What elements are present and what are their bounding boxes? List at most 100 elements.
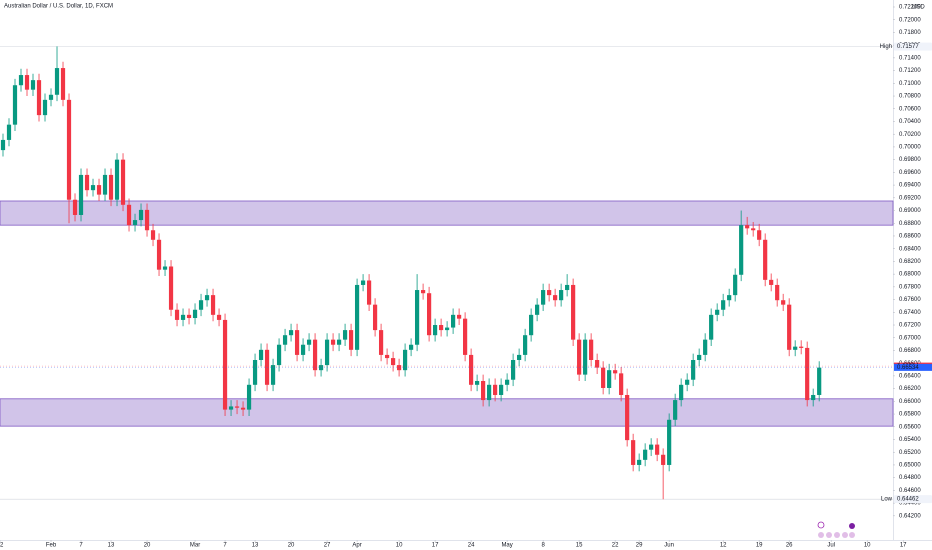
candle-body [583, 339, 588, 375]
x-tick-label: 26 [786, 543, 793, 549]
y-tick-label: 0.70800 [899, 94, 921, 100]
bottom-icons [817, 521, 855, 538]
x-tick-label: 13 [252, 543, 259, 549]
y-tick-label: 0.70200 [899, 132, 921, 138]
y-tick-label: 0.71400 [899, 55, 921, 61]
candle-body [775, 284, 780, 301]
event-icon[interactable] [849, 532, 855, 538]
candle-body [517, 354, 522, 360]
event-icon[interactable] [817, 521, 825, 529]
candle-body [180, 314, 186, 320]
candle-body [12, 85, 18, 125]
x-tick-label: 15 [576, 543, 583, 549]
candle-body [222, 319, 228, 410]
candle-body [523, 335, 528, 355]
x-tick-label: 10 [396, 543, 403, 549]
candle-body [769, 279, 774, 285]
candle-body [414, 290, 420, 345]
event-icon[interactable] [818, 532, 824, 538]
candle-body [619, 373, 624, 395]
x-tick-label: May [501, 543, 512, 549]
event-icon[interactable] [834, 532, 840, 538]
candle-body [30, 80, 36, 90]
candle-body [192, 309, 198, 319]
y-tick-label: 0.66200 [899, 386, 921, 392]
candle-body [432, 325, 438, 336]
candle-body [426, 293, 432, 336]
candle-body [763, 239, 768, 280]
candle-body [306, 339, 312, 345]
candle-body [505, 379, 510, 385]
x-tick-label: 29 [636, 543, 643, 549]
candle-body [589, 339, 594, 360]
candle-body [144, 209, 150, 231]
candle-body [739, 225, 744, 275]
candle-body [757, 230, 762, 240]
x-tick-label: 8 [541, 543, 545, 549]
high-text: High [880, 44, 892, 50]
candle-body [270, 365, 276, 385]
candle-body [673, 400, 678, 420]
event-icon[interactable] [842, 532, 848, 538]
candle-body [577, 339, 582, 375]
candle-body [565, 284, 570, 291]
candle-body [481, 380, 486, 401]
candle-body [6, 124, 12, 140]
candle-body [18, 75, 24, 86]
candle-body [438, 325, 444, 331]
y-tick-label: 0.64600 [899, 488, 921, 494]
candle-body [300, 344, 306, 355]
y-tick-label: 0.64200 [899, 513, 921, 519]
candle-body [529, 314, 534, 336]
x-tick-label: Feb [46, 543, 57, 549]
y-tick-label: 0.67200 [899, 323, 921, 329]
candle-body [799, 346, 804, 348]
candle-body [817, 367, 822, 395]
candle-body [613, 370, 618, 374]
candle-body [318, 365, 324, 371]
candle-body [553, 295, 558, 301]
candle-body [312, 339, 318, 371]
y-tick-label: 0.67000 [899, 335, 921, 341]
candle-body [234, 406, 240, 408]
candle-body [204, 295, 210, 301]
candle-body [451, 314, 456, 328]
candle-body [697, 354, 702, 360]
candle-body [186, 314, 192, 319]
candle-body [499, 384, 504, 395]
candle-body [601, 367, 606, 388]
price-tag [894, 363, 932, 371]
candle-body [703, 339, 708, 355]
candle-body [679, 384, 684, 401]
plot-area [0, 46, 894, 500]
x-tick-label: 19 [756, 543, 763, 549]
candle-body [475, 380, 480, 385]
y-tick-label: 0.65200 [899, 450, 921, 456]
event-icon[interactable] [826, 532, 832, 538]
candle-body [360, 280, 366, 285]
candle-body [631, 440, 636, 465]
candle-body [595, 360, 600, 368]
candle-body [547, 290, 552, 296]
candle-body [396, 365, 402, 371]
high-value: 0.71577 [897, 44, 919, 50]
candle-body [637, 459, 642, 465]
candle-body [84, 174, 90, 191]
candle-body [90, 185, 96, 191]
y-tick-label: 0.65800 [899, 412, 921, 418]
y-tick-label: 0.72000 [899, 17, 921, 23]
candle-body [246, 384, 252, 410]
candle-body [162, 266, 168, 270]
candle-body [282, 335, 288, 345]
candle-body [709, 314, 714, 340]
y-tick-label: 0.67600 [899, 297, 921, 303]
candle-body [649, 444, 654, 450]
candle-body [258, 349, 264, 360]
candle-body [72, 199, 78, 215]
event-icon[interactable] [849, 523, 855, 529]
candle-body [354, 284, 360, 350]
price-tag-label: 0.66534 [897, 365, 919, 371]
y-tick-label: 0.69200 [899, 195, 921, 201]
candle-body [78, 174, 84, 215]
